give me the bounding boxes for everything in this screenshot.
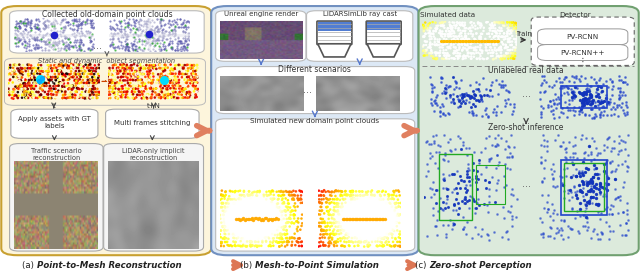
Text: Simulated new domain point clouds: Simulated new domain point clouds [250,118,380,124]
FancyBboxPatch shape [106,109,199,138]
FancyBboxPatch shape [419,6,639,255]
Text: LiDAR-only implicit
reconstruction: LiDAR-only implicit reconstruction [122,148,185,161]
Text: ⋮: ⋮ [577,57,588,67]
FancyBboxPatch shape [538,29,628,45]
FancyBboxPatch shape [10,144,103,251]
FancyBboxPatch shape [216,11,306,61]
Text: Static and dynamic  object segmentation: Static and dynamic object segmentation [38,57,175,64]
Text: ···: ··· [303,89,312,98]
Text: Unlabeled real data: Unlabeled real data [488,66,564,75]
Text: Apply assets with GT
labels: Apply assets with GT labels [18,116,91,130]
FancyBboxPatch shape [104,144,204,251]
Text: Collected old-domain point clouds: Collected old-domain point clouds [42,10,172,19]
Text: Mesh-to-Point Simulation: Mesh-to-Point Simulation [255,261,379,270]
Text: Traffic scenario
reconstruction: Traffic scenario reconstruction [31,148,82,161]
Text: Zero-shot inference: Zero-shot inference [488,123,564,132]
FancyBboxPatch shape [1,6,211,255]
Text: ···: ··· [104,76,113,86]
FancyBboxPatch shape [307,11,413,61]
Text: (a): (a) [22,261,37,270]
FancyBboxPatch shape [10,11,204,53]
Text: LiDARSimLib ray cast: LiDARSimLib ray cast [323,11,397,17]
Text: Detector: Detector [559,12,591,18]
FancyBboxPatch shape [216,67,415,114]
Text: ···: ··· [522,182,531,192]
Text: Unreal engine render: Unreal engine render [224,11,298,17]
Text: (b): (b) [240,261,255,270]
Text: Multi frames stitching: Multi frames stitching [114,120,191,126]
Text: Zero-shot Perception: Zero-shot Perception [429,261,531,270]
Text: t+N: t+N [147,103,161,109]
Text: Train: Train [515,31,532,37]
Text: (c): (c) [415,261,429,270]
FancyBboxPatch shape [211,6,419,255]
Text: PV-RCNN++: PV-RCNN++ [560,50,605,56]
FancyBboxPatch shape [538,45,628,60]
Text: t: t [52,103,55,109]
Text: ···: ··· [303,211,312,221]
Text: ···: ··· [93,45,102,54]
Text: Simulated data: Simulated data [420,12,476,18]
Text: PV-RCNN: PV-RCNN [566,34,598,40]
Text: Different scenarios: Different scenarios [278,65,351,74]
FancyBboxPatch shape [531,17,634,65]
FancyBboxPatch shape [11,109,98,138]
FancyBboxPatch shape [216,119,415,251]
Text: ···: ··· [522,92,531,102]
Text: Point-to-Mesh Reconstruction: Point-to-Mesh Reconstruction [37,261,182,270]
